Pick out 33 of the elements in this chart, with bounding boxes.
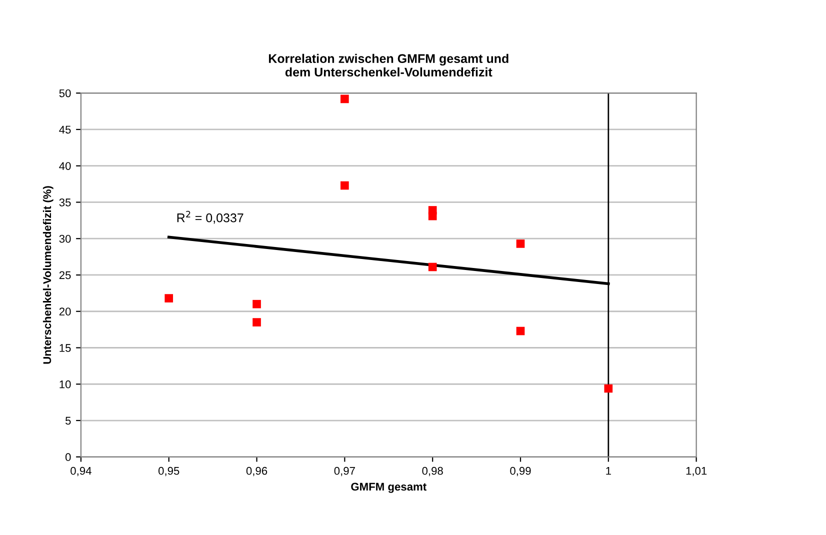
x-tick-label: 0,96 <box>246 466 268 476</box>
annotation: R$^{2}$ = 0,0337 <box>177 210 244 224</box>
point <box>516 240 525 248</box>
point <box>164 294 174 302</box>
y-tick-label: 5 <box>65 416 71 425</box>
point <box>516 326 525 336</box>
point <box>252 300 261 308</box>
point <box>428 262 437 272</box>
point <box>604 384 613 393</box>
y-tick-label: 25 <box>59 271 71 280</box>
chart-title: Korrelation zwischen GMFM gesamt und dem Unterschenkel-Volumendefizit <box>268 54 508 77</box>
point <box>252 318 261 326</box>
x-tick-label: 0,98 <box>422 466 443 476</box>
point <box>340 181 349 190</box>
x-tick-label: 1 <box>606 467 611 475</box>
x-axis-title: GMFM gesamt <box>351 482 426 493</box>
y-tick-label: 45 <box>59 126 71 134</box>
y-axis-title: Unterschenkel-Volumendefizit (%) <box>42 186 54 364</box>
x-tick-label: 0,94 <box>70 466 92 476</box>
x-tick-label: 0,99 <box>510 466 531 476</box>
y-tick-label: 40 <box>59 162 71 170</box>
y-tick-label: 35 <box>59 198 71 206</box>
x-tick-label: 0,97 <box>334 466 355 476</box>
point <box>428 212 437 220</box>
y-tick-label: 10 <box>60 380 71 388</box>
y-tick-label: 15 <box>60 344 71 352</box>
y-tick-label: 30 <box>59 234 71 243</box>
x-tick-label: 0,95 <box>158 466 180 476</box>
y-tick-label: 0 <box>65 453 71 462</box>
y-tick-label: 20 <box>59 308 71 316</box>
x-tick-label: 1,01 <box>686 466 707 476</box>
y-tick-label: 50 <box>59 89 71 98</box>
point <box>340 94 349 104</box>
